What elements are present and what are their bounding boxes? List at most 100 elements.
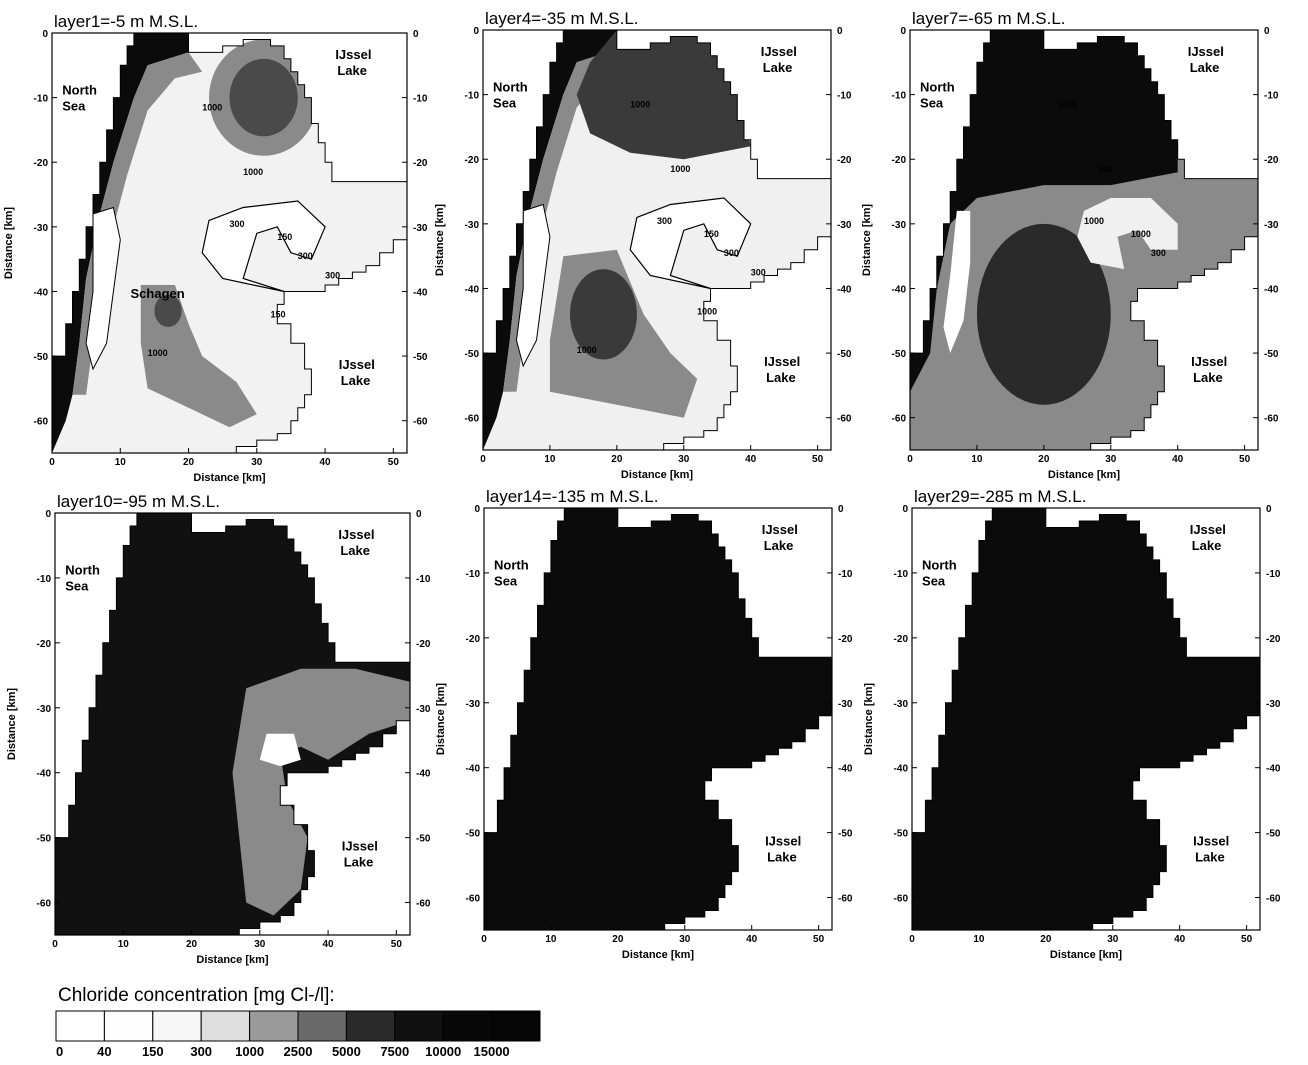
y-axis-label: Distance [km] [435,683,447,755]
y-tick-label: 0 [42,29,48,40]
x-tick-label: 50 [388,457,400,468]
y-tick-label-right: -40 [837,284,852,295]
x-tick-label: 50 [813,934,825,945]
y-tick-label-right: -30 [1264,220,1279,231]
domain-outline [54,512,411,936]
plot-frame [909,29,1259,451]
legend-label: 40 [97,1044,111,1059]
y-tick-label: -20 [37,639,52,650]
y-tick-label: -10 [37,574,52,585]
contour-label: 150 [270,309,285,319]
y-axis-label: Distance [km] [6,688,18,760]
saline-coastal-zone [483,30,617,450]
contour-label: 1000 [202,103,222,113]
y-tick-label: -30 [37,704,52,715]
dune-fresh-lens [85,206,121,371]
domain-outline [911,507,1261,931]
x-axis-label: Distance [km] [196,954,268,966]
contour-label: 1000 [670,164,690,174]
panel-4: layer10=-95 m M.S.L.NorthSeaIJsselLakeIJ… [6,492,431,966]
y-tick-label: -20 [894,634,909,645]
y-axis-label: Distance [km] [3,207,15,279]
y-tick-label-right: -10 [837,91,852,102]
contour-label: 300 [298,251,313,261]
x-tick-label: 0 [907,454,913,465]
panel-title: layer7=-65 m M.S.L. [912,9,1066,28]
y-tick-label-right: -60 [1264,414,1279,425]
north-sea-label: Sea [494,574,518,589]
x-tick-label: 40 [1174,934,1186,945]
panel-title: layer10=-95 m M.S.L. [57,492,220,511]
y-tick-label-right: -30 [416,704,431,715]
y-tick-label: 0 [900,26,906,37]
ijssel-lake-label-south: Lake [344,855,374,870]
legend-label: 2500 [284,1044,313,1059]
contour-label: 1000 [1131,229,1151,239]
y-tick-label-right: -10 [416,574,431,585]
ijssel-lake-label-north: IJssel [338,527,374,542]
y-tick-label-right: -40 [838,764,853,775]
y-tick-label-right: -30 [1266,699,1281,710]
y-tick-label-right: 0 [838,504,844,515]
panel-title: layer29=-285 m M.S.L. [914,487,1086,506]
north-sea-label: North [922,558,957,573]
ijssel-lake-label-south: IJssel [765,834,801,849]
south-saline-core [570,269,637,360]
x-tick-label: 0 [52,939,58,950]
y-tick-label: -50 [34,352,49,363]
north-sea-label: Sea [62,98,86,113]
y-tick-label-right: 0 [1266,504,1272,515]
y-tick-label: -50 [37,834,52,845]
y-tick-label-right: -50 [413,352,428,363]
legend-swatch [491,1010,541,1042]
panel-5: layer14=-135 m M.S.L.NorthSeaIJsselLakeI… [435,487,853,961]
y-tick-label: -40 [466,764,481,775]
contour-label: 1000 [1084,216,1104,226]
y-tick-label-right: -60 [413,417,428,428]
ijssel-lake-label-north: IJssel [1188,44,1224,59]
y-tick-label: -30 [34,223,49,234]
y-tick-label: -60 [892,414,907,425]
x-tick-label: 10 [973,934,985,945]
y-tick-label: -50 [466,829,481,840]
legend-label: 15000 [474,1044,510,1059]
y-tick-label-right: 0 [837,26,843,37]
x-tick-label: 30 [678,454,690,465]
dune-fresh-lens [515,203,551,368]
y-tick-label-right: 0 [413,29,419,40]
x-tick-label: 10 [971,454,983,465]
y-tick-label: -20 [465,155,480,166]
x-tick-label: 20 [612,934,624,945]
north-sea-label: North [494,558,529,573]
y-tick-label-right: -30 [837,220,852,231]
fresh-lens-contour [201,200,326,293]
legend-label: 10000 [425,1044,461,1059]
y-tick-label-right: -40 [413,287,428,298]
y-tick-label: -60 [894,894,909,905]
saline-coastal-zone [52,33,189,453]
north-saline-core [229,58,298,137]
ijssel-lake-label-north: Lake [1192,538,1222,553]
panels-group: layer1=-5 m M.S.L.NorthSeaIJsselLakeIJss… [3,9,1281,966]
y-tick-label-right: -10 [838,569,853,580]
contour-label: 300 [230,219,245,229]
saline-core [976,223,1111,405]
y-tick-label-right: -20 [838,634,853,645]
y-tick-label: -40 [892,284,907,295]
y-tick-label: -40 [894,764,909,775]
fresh-tongue [1077,198,1178,270]
x-tick-label: 40 [1172,454,1184,465]
x-tick-label: 30 [1105,454,1117,465]
x-tick-label: 50 [391,939,403,950]
panel-title: layer1=-5 m M.S.L. [54,12,198,31]
legend-label: 150 [142,1044,164,1059]
x-tick-label: 20 [183,457,195,468]
domain-outline [51,32,408,454]
ijssel-lake-label-south: IJssel [764,354,800,369]
domain-outline [909,29,1259,451]
ijssel-lake-label-south: Lake [767,850,797,865]
north-sea-label: Sea [493,95,517,110]
ijssel-lake-label-north: IJssel [761,44,797,59]
ijssel-lake-label-south: IJssel [339,357,375,372]
legend-labels: 0 40 150 300 1000 2500 5000 7500 10000 15000 [56,1044,510,1059]
